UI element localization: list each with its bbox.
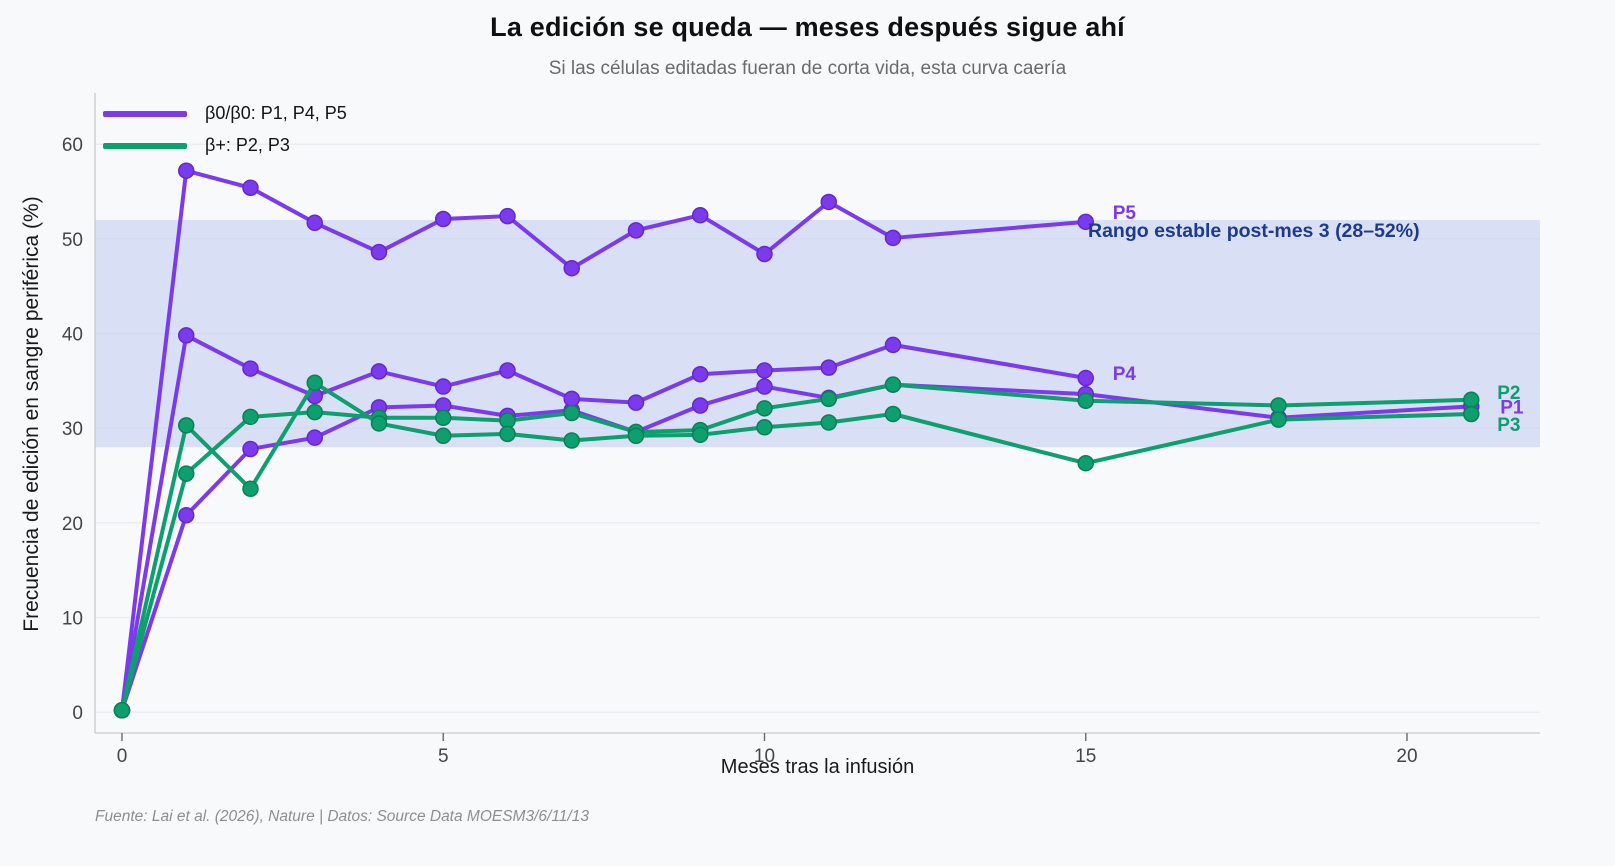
data-point bbox=[627, 427, 645, 445]
data-point bbox=[1077, 213, 1094, 231]
series-line-p2 bbox=[119, 382, 1474, 713]
data-point bbox=[756, 400, 773, 417]
series-label-p1: P1 bbox=[1500, 397, 1524, 418]
data-point bbox=[177, 465, 195, 482]
data-point bbox=[884, 336, 902, 354]
stable-range-annotation: Rango estable post-mes 3 (28–52%) bbox=[1088, 220, 1420, 242]
y-tick-label: 40 bbox=[62, 325, 83, 346]
y-tick-label: 10 bbox=[62, 609, 83, 630]
x-tick-label: 15 bbox=[1075, 746, 1096, 767]
data-point bbox=[370, 243, 388, 261]
data-point bbox=[756, 378, 773, 395]
legend: β0/β0: P1, P4, P5 β+: P2, P3 bbox=[103, 103, 347, 156]
data-point bbox=[370, 415, 388, 432]
legend-swatch bbox=[103, 110, 187, 117]
data-point bbox=[756, 419, 773, 436]
legend-item-0: β0/β0: P1, P4, P5 bbox=[103, 103, 347, 124]
series-label-p2: P2 bbox=[1497, 383, 1520, 404]
data-point bbox=[434, 409, 452, 427]
data-point bbox=[434, 378, 452, 395]
data-point bbox=[242, 480, 259, 498]
data-point bbox=[306, 429, 323, 446]
series-line-p3 bbox=[119, 380, 1474, 713]
series-label-p3: P3 bbox=[1497, 415, 1520, 436]
data-point bbox=[563, 390, 580, 408]
data-point bbox=[242, 408, 259, 426]
x-tick-label: 20 bbox=[1396, 746, 1417, 767]
data-point bbox=[820, 414, 837, 431]
series-label-p4: P4 bbox=[1113, 364, 1137, 385]
data-point bbox=[434, 210, 452, 228]
y-axis-label: Frecuencia de edición en sangre periféri… bbox=[20, 196, 43, 632]
series-line-p4 bbox=[119, 333, 1088, 713]
data-point bbox=[756, 245, 773, 263]
chart-title: La edición se queda — meses después sigu… bbox=[490, 12, 1125, 42]
data-point bbox=[1270, 411, 1287, 428]
series-line-p5 bbox=[119, 168, 1088, 713]
legend-label: β0/β0: P1, P4, P5 bbox=[205, 103, 347, 123]
stable-range-band bbox=[95, 219, 1540, 448]
data-point bbox=[820, 359, 837, 376]
data-point bbox=[627, 394, 645, 411]
data-point bbox=[563, 259, 580, 277]
data-point bbox=[499, 425, 516, 443]
data-point bbox=[884, 376, 902, 393]
data-point bbox=[177, 327, 195, 344]
x-axis-label: Meses tras la infusión bbox=[720, 756, 915, 778]
data-point bbox=[177, 507, 195, 524]
data-point bbox=[691, 426, 709, 444]
y-tick-label: 50 bbox=[62, 230, 83, 251]
x-tick-label: 10 bbox=[754, 746, 775, 767]
y-tick-label: 30 bbox=[62, 419, 83, 440]
y-tick-label: 60 bbox=[62, 135, 83, 156]
data-point bbox=[177, 162, 195, 179]
data-point bbox=[691, 397, 709, 414]
legend-item-1: β+: P2, P3 bbox=[103, 135, 347, 156]
data-point bbox=[691, 365, 709, 383]
data-point bbox=[113, 702, 131, 719]
y-tick-label: 0 bbox=[72, 703, 83, 724]
x-tick-label: 0 bbox=[117, 746, 128, 767]
data-point bbox=[1077, 369, 1094, 387]
data-point bbox=[499, 362, 516, 379]
data-point bbox=[1463, 405, 1480, 423]
data-point bbox=[177, 417, 195, 434]
data-point bbox=[627, 222, 645, 239]
data-point bbox=[1077, 454, 1094, 472]
data-point bbox=[820, 390, 837, 408]
data-point bbox=[306, 374, 323, 392]
source-footer: Fuente: Lai et al. (2026), Nature | Dato… bbox=[95, 808, 589, 825]
data-point bbox=[370, 363, 388, 380]
data-point bbox=[242, 440, 259, 458]
data-point bbox=[756, 362, 773, 379]
data-point bbox=[691, 206, 709, 224]
data-point bbox=[563, 432, 580, 449]
data-point bbox=[242, 179, 259, 197]
series-label-p5: P5 bbox=[1113, 203, 1137, 224]
data-point bbox=[563, 404, 580, 422]
data-point bbox=[306, 214, 323, 232]
data-point bbox=[1463, 391, 1480, 409]
chart-subtitle: Si las células editadas fueran de corta … bbox=[548, 58, 1067, 79]
data-point bbox=[499, 207, 516, 225]
data-point bbox=[884, 229, 902, 247]
data-point bbox=[1270, 397, 1287, 414]
data-point bbox=[1077, 392, 1094, 409]
data-point bbox=[306, 403, 323, 421]
data-point bbox=[820, 193, 837, 211]
data-point bbox=[434, 427, 452, 445]
x-tick-label: 5 bbox=[438, 746, 449, 767]
legend-swatch bbox=[103, 142, 187, 149]
data-point bbox=[242, 360, 259, 377]
data-point bbox=[884, 405, 902, 423]
y-tick-label: 20 bbox=[62, 514, 83, 535]
legend-label: β+: P2, P3 bbox=[205, 135, 290, 155]
